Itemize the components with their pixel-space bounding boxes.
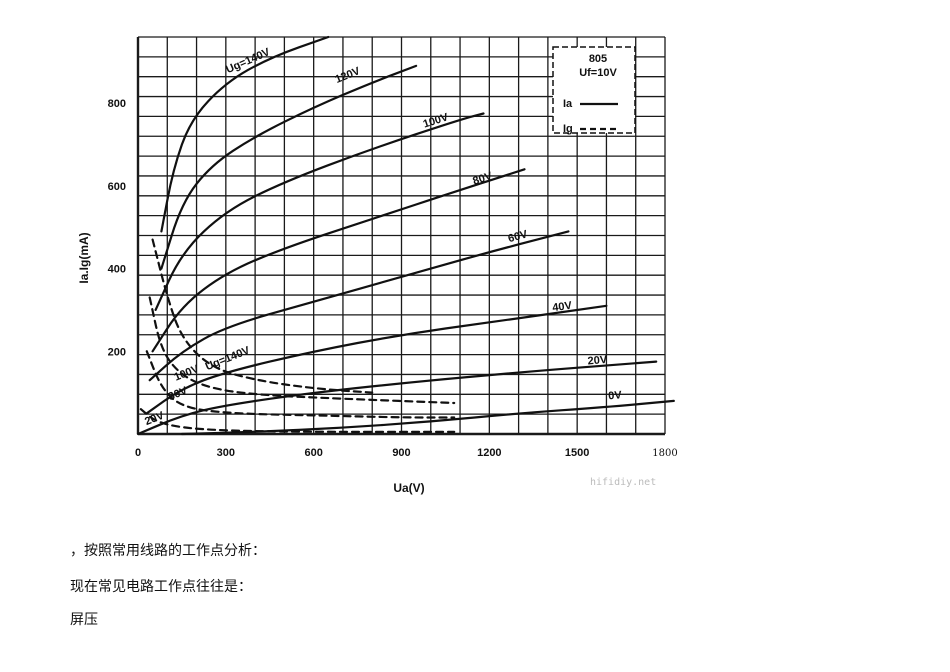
x-tick-label: 300 xyxy=(217,447,235,459)
y-tick-label: 800 xyxy=(108,98,126,110)
x-tick-label: 900 xyxy=(392,447,410,459)
legend-title-filament: Uf=10V xyxy=(579,67,617,79)
x-tick-label: 0 xyxy=(135,447,141,459)
anode-curve-0V xyxy=(180,399,675,436)
grid-curve-80V xyxy=(145,350,456,419)
anode-curve-Ug140V xyxy=(160,35,330,233)
x-tick-label: 1200 xyxy=(477,447,501,459)
grid-curve-20V xyxy=(139,408,456,433)
y-tick-label: 400 xyxy=(108,264,126,276)
anode-curve-40V xyxy=(145,304,608,415)
anode-curve-label: 60V xyxy=(507,228,530,245)
anode-curve-label: 20V xyxy=(587,354,608,368)
anode-curve-100V xyxy=(154,112,485,311)
paragraph-plate-voltage: 屏压 xyxy=(70,612,98,628)
x-axis-title: Ua(V) xyxy=(393,481,424,495)
x-tick-label: 1500 xyxy=(565,447,589,459)
y-axis-title: Ia.Ig(mA) xyxy=(77,232,91,283)
legend-label-ig: Ig xyxy=(563,123,573,135)
y-tick-label: 600 xyxy=(108,181,126,193)
chart-curves xyxy=(136,35,675,436)
y-tick-label: 200 xyxy=(108,346,126,358)
x-tick-label: 600 xyxy=(304,447,322,459)
anode-curve-120V xyxy=(160,64,418,270)
legend-box xyxy=(552,46,636,134)
chart-legend: 805 Uf=10V Ia Ig xyxy=(552,46,636,135)
grid-curve-Ug140V xyxy=(151,238,374,394)
legend-title-tube: 805 xyxy=(589,53,607,65)
chart-ticks: 0 300 600 900 1200 1500 1800 200 400 600 800 xyxy=(108,98,678,459)
anode-curve-60V xyxy=(148,230,570,382)
anode-curve-label: 0V xyxy=(608,389,623,402)
paragraph-common-operating-point: 现在常见电路工作点往往是： xyxy=(70,579,252,595)
tube-characteristic-chart: Ug=140V 120V100V80V60V40V20V0VUg=140V100V… xyxy=(77,35,678,495)
legend-label-ia: Ia xyxy=(563,98,573,110)
anode-curve-80V xyxy=(151,168,526,353)
grid-curve-100V xyxy=(148,296,456,405)
x-tick-label: 1800 xyxy=(652,448,677,459)
anode-curve-label: 80V xyxy=(471,170,494,188)
anode-curve-label: 40V xyxy=(552,300,574,315)
paragraph-operating-point-analysis: ，按照常用线路的工作点分析： xyxy=(70,543,266,559)
watermark-text: hifidiy.net xyxy=(590,477,656,488)
